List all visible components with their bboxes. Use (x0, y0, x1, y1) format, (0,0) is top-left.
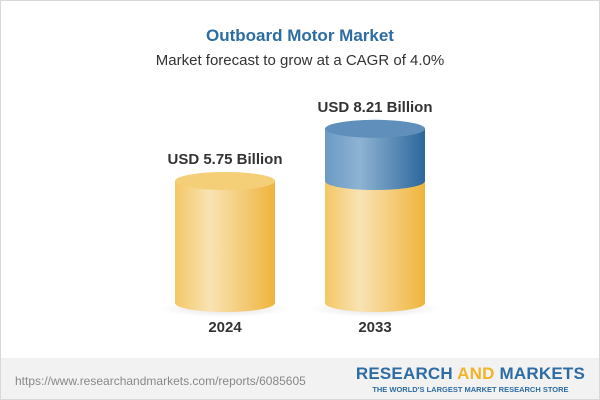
bar-base-2024 (175, 181, 275, 312)
footer: https://www.researchandmarkets.com/repor… (1, 358, 599, 399)
bar-base-2033 (325, 181, 425, 312)
bar-top-2024 (175, 172, 275, 190)
data-label: USD 8.21 Billion (317, 99, 432, 116)
source-url[interactable]: https://www.researchandmarkets.com/repor… (15, 374, 306, 388)
data-label: USD 5.75 Billion (167, 151, 282, 168)
category-label: 2024 (208, 319, 242, 336)
category-label: 2033 (358, 319, 391, 336)
chart-area: USD 5.75 Billion 2024 USD 8.21 Billion 2033 (160, 99, 440, 336)
chart-title: Outboard Motor Market (206, 26, 394, 45)
bar-growth-2033 (325, 128, 425, 190)
chart-subtitle: Market forecast to grow at a CAGR of 4.0… (155, 52, 445, 69)
research-and-markets-logo: RESEARCH AND MARKETS THE WORLD'S LARGEST… (355, 364, 585, 394)
bar-top-2033 (325, 119, 425, 138)
